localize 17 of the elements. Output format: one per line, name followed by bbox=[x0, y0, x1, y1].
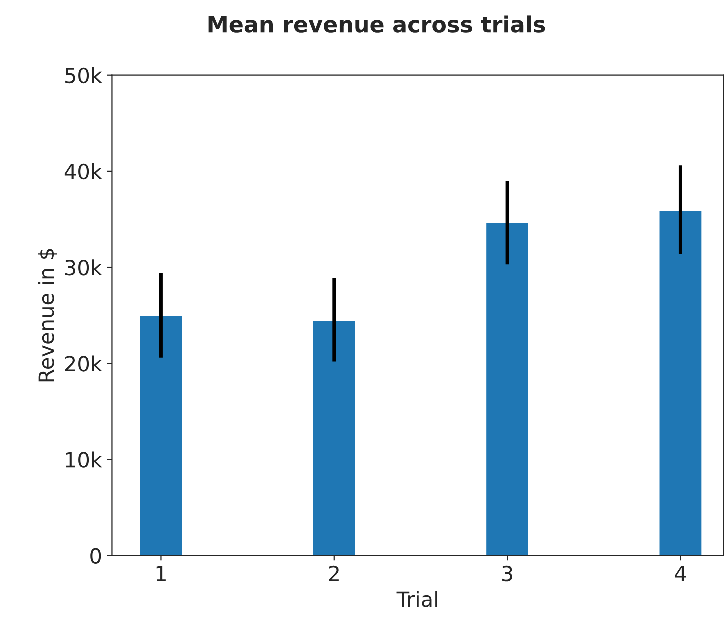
bar bbox=[138, 314, 184, 556]
y-tick-label: 10k bbox=[66, 452, 102, 468]
y-tick-label: 50k bbox=[66, 67, 102, 84]
y-tick-label: 40k bbox=[64, 164, 102, 180]
bar bbox=[312, 320, 357, 556]
y-tick-label: 0 bbox=[90, 548, 102, 564]
x-tick-label: 1 bbox=[156, 566, 166, 582]
x-tick-label: 4 bbox=[675, 566, 686, 582]
bar bbox=[658, 210, 704, 556]
bar bbox=[485, 222, 530, 556]
y-tick-label: 20k bbox=[65, 356, 102, 372]
x-axis-title: Trial bbox=[396, 591, 438, 608]
x-tick-label: 3 bbox=[502, 566, 513, 582]
y-axis-title: Revenue in $ bbox=[38, 249, 58, 382]
y-tick-label: 30k bbox=[66, 260, 102, 276]
chart-title: Mean revenue across trials bbox=[208, 16, 546, 33]
x-tick-label: 2 bbox=[329, 566, 339, 582]
